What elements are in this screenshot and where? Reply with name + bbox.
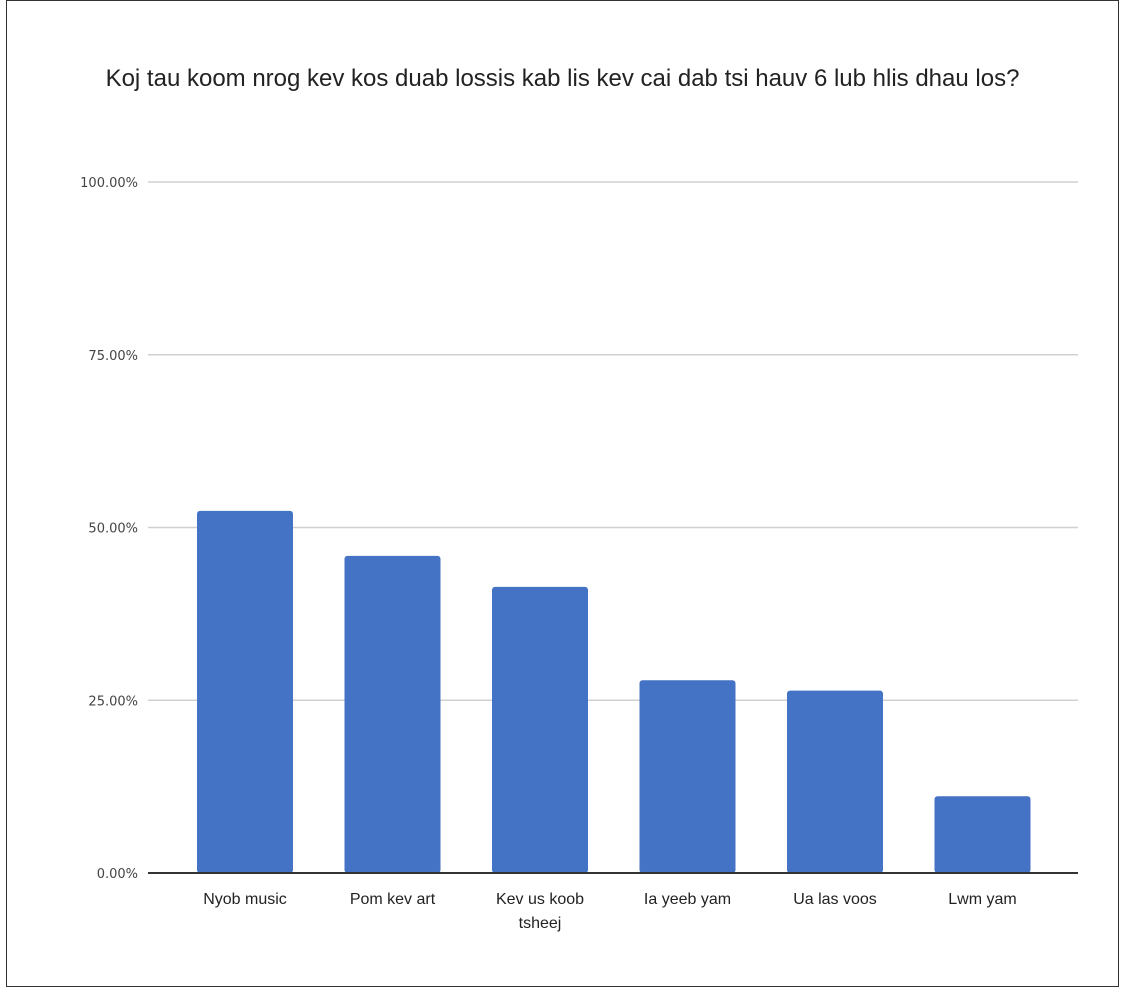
y-tick-label: 75.00% bbox=[88, 349, 138, 364]
x-tick-label: tsheej bbox=[519, 915, 562, 932]
bar bbox=[934, 796, 1031, 873]
x-tick-label: Nyob music bbox=[203, 891, 287, 908]
bar bbox=[344, 555, 441, 873]
x-tick-label: Ua las voos bbox=[793, 891, 877, 908]
bar bbox=[492, 586, 588, 873]
x-tick-label: Kev us koob bbox=[496, 891, 584, 908]
y-tick-label: 100.00% bbox=[80, 176, 138, 191]
bar bbox=[639, 680, 736, 873]
y-tick-label: 0.00% bbox=[97, 867, 138, 882]
chart-title: Koj tau koom nrog kev kos duab lossis ka… bbox=[105, 65, 1020, 92]
x-tick-label: Ia yeeb yam bbox=[644, 891, 731, 908]
x-tick-label: Pom kev art bbox=[350, 891, 436, 908]
y-tick-label: 25.00% bbox=[88, 694, 138, 709]
bar bbox=[197, 510, 293, 873]
y-tick-label: 50.00% bbox=[88, 522, 138, 537]
bar bbox=[787, 690, 883, 873]
x-tick-label: Lwm yam bbox=[948, 891, 1016, 908]
